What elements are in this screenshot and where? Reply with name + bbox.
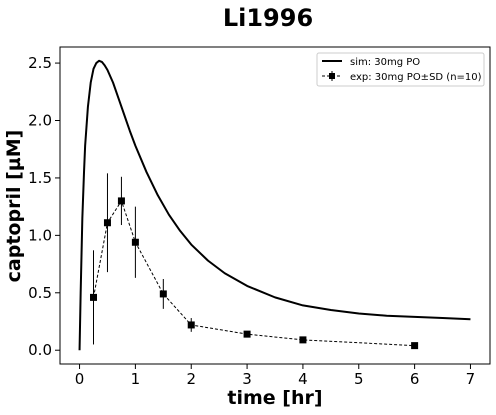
series-exp-point — [187, 321, 195, 329]
x-tick-label: 6 — [410, 370, 420, 388]
x-tick-label: 0 — [75, 370, 85, 388]
y-tick-label: 0.0 — [28, 341, 52, 359]
x-tick-label: 7 — [466, 370, 476, 388]
series-sim-line — [78, 59, 471, 351]
y-tick-label: 2.5 — [28, 54, 52, 72]
x-axis-label: time [hr] — [227, 387, 322, 409]
axis-ticks: 0 1 2 3 4 5 6 7 0.0 0.5 1.0 1.5 2.0 2.5 — [28, 54, 475, 388]
plot-area — [78, 59, 471, 351]
y-tick-label: 1.0 — [28, 226, 52, 244]
series-exp-point — [90, 293, 98, 301]
legend-swatch-exp-marker — [329, 73, 335, 79]
legend-label-sim: sim: 30mg PO — [350, 57, 420, 68]
y-tick-label: 0.5 — [28, 284, 52, 302]
chart-title: Li1996 — [223, 4, 313, 32]
legend-box — [316, 52, 485, 87]
legend-label-exp: exp: 30mg PO±SD (n=10) — [350, 72, 482, 83]
series-exp-point — [299, 336, 307, 344]
y-tick-label: 2.0 — [28, 112, 52, 130]
axes-frame — [59, 46, 491, 365]
series-exp-point — [117, 197, 125, 205]
series-exp-point — [243, 330, 251, 338]
x-tick-label: 5 — [354, 370, 364, 388]
y-tick-label: 1.5 — [28, 169, 52, 187]
series-exp-point — [411, 342, 419, 350]
series-exp-point — [159, 290, 167, 298]
x-tick-label: 1 — [131, 370, 141, 388]
series-exp-point — [103, 219, 111, 227]
x-tick-label: 2 — [186, 370, 196, 388]
legend: sim: 30mg PO exp: 30mg PO±SD (n=10) — [316, 52, 485, 87]
y-axis-label: captopril [µM] — [3, 130, 25, 283]
x-tick-label: 3 — [242, 370, 252, 388]
x-tick-label: 4 — [298, 370, 308, 388]
series-exp-point — [131, 238, 139, 246]
